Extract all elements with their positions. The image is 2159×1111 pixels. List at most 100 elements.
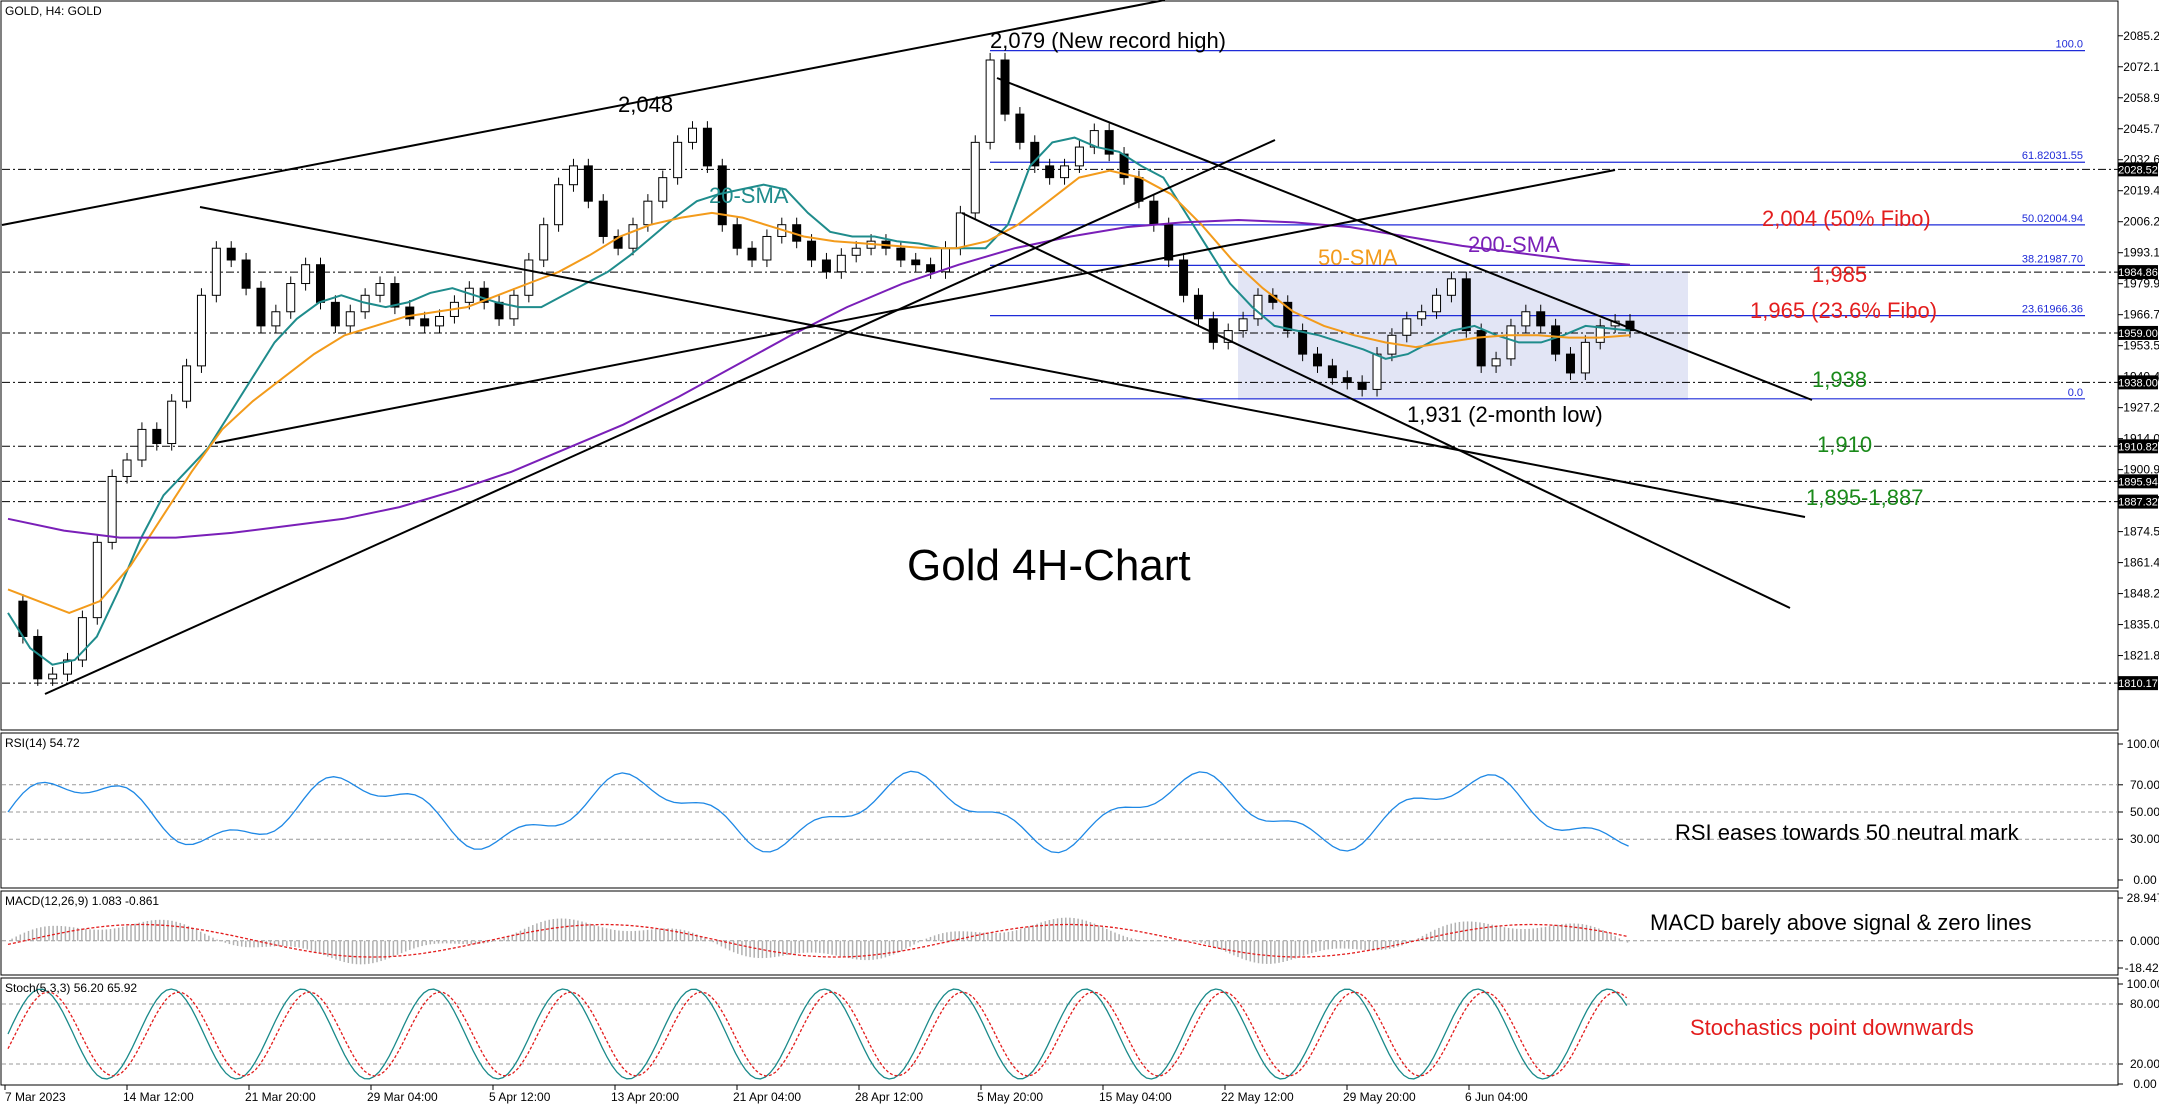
support-1938-label: 1,938 (1812, 367, 1867, 392)
candle-body (851, 247, 861, 256)
x-tick-label: 7 Mar 2023 (5, 1090, 66, 1104)
candle-body (1223, 330, 1233, 343)
chart-title: Gold 4H-Chart (907, 541, 1191, 590)
candle-body (926, 264, 936, 273)
candle-body (1164, 224, 1174, 261)
fib-level-label: 38.21987.70 (2022, 253, 2083, 265)
x-tick-label: 22 May 12:00 (1221, 1090, 1294, 1104)
rsi-tick-label: 50.00 (2130, 805, 2159, 819)
candle-body (256, 287, 266, 327)
price-level-tag-label: 1895.94 (2118, 476, 2158, 488)
candle-body (1432, 294, 1442, 313)
falling-resistance-line (199, 206, 1806, 518)
x-tick-label: 15 May 04:00 (1099, 1090, 1172, 1104)
stoch-k-line (7, 988, 1628, 1080)
macd-tick-label: -18.423 (2125, 961, 2159, 975)
resistance-1985-label: 1,985 (1812, 262, 1867, 287)
channel-top-line (996, 77, 1813, 401)
sma200-label: 200-SMA (1468, 232, 1560, 257)
candle-body (137, 428, 147, 461)
y-tick-label: 1874.57 (2123, 525, 2159, 539)
y-tick-label: 1900.91 (2123, 463, 2159, 477)
candle-body (1238, 318, 1248, 332)
candle-body (539, 224, 549, 261)
fib-level-label: 50.02004.94 (2022, 213, 2083, 225)
price-level-tag (2118, 325, 2158, 340)
candle-body (1491, 358, 1501, 367)
x-tick-label: 6 Jun 04:00 (1465, 1090, 1528, 1104)
x-tick-label: 29 Mar 04:00 (367, 1090, 438, 1104)
stoch-header: Stoch(5,3,3) 56.20 65.92 (5, 981, 137, 995)
main-panel-frame (0, 0, 2119, 731)
candle-body (1521, 311, 1531, 327)
candle-body (1565, 353, 1575, 374)
y-tick-label: 2085.29 (2123, 29, 2159, 43)
fib-level-label: 100.0 (2055, 39, 2083, 51)
candle-body (658, 177, 668, 202)
candle-body (1551, 325, 1561, 355)
price-level-tag (2118, 494, 2158, 509)
series-50-sma (7, 169, 1631, 614)
x-tick-label: 13 Apr 20:00 (611, 1090, 679, 1104)
stoch-tick-label: 80.00 (2130, 997, 2159, 1011)
record-high-label: 2,079 (New record high) (990, 28, 1226, 53)
candle-body (1074, 146, 1084, 167)
series-20-sma (7, 136, 1631, 666)
candle-body (1149, 200, 1159, 226)
candle-body (911, 259, 921, 266)
candle-body (955, 212, 965, 249)
rsi-tick-label: 0.00 (2133, 873, 2157, 887)
candle-body (1253, 294, 1263, 320)
two-month-low-label: 1,931 (2-month low) (1407, 402, 1603, 427)
x-tick-label: 5 May 20:00 (977, 1090, 1043, 1104)
candle-body (1327, 365, 1337, 379)
candle-body (1193, 294, 1203, 320)
candle-body (1298, 330, 1308, 355)
candle-body (479, 287, 489, 303)
stoch-tick-label: 100.00 (2127, 977, 2159, 991)
candle-body (762, 235, 772, 261)
channel-bottom-line (961, 212, 1791, 609)
price-level-tag-label: 2028.52 (2118, 164, 2158, 176)
rsi-tick-label: 100.00 (2127, 737, 2159, 751)
price-level-tag (2118, 474, 2158, 489)
candle-body (107, 475, 117, 543)
candle-body (241, 259, 251, 289)
candle-body (1536, 311, 1546, 327)
macd-header: MACD(12,26,9) 1.083 -0.861 (5, 894, 159, 908)
fib-level-label: 23.61966.36 (2022, 304, 2083, 316)
x-tick-label: 5 Apr 12:00 (489, 1090, 551, 1104)
candle-body (1313, 353, 1323, 367)
candle-body (554, 184, 564, 226)
y-tick-label: 1966.76 (2123, 308, 2159, 322)
candle-body (1417, 311, 1427, 320)
candle-body (167, 400, 177, 445)
price-level-tag (2118, 375, 2158, 390)
price-level-tag (2118, 439, 2158, 454)
candle-body (182, 365, 192, 402)
fib-level-label: 0.0 (2068, 387, 2083, 399)
stoch-note: Stochastics point downwards (1690, 1015, 1974, 1040)
fibo236-label: 1,965 (23.6% Fibo) (1750, 298, 1937, 323)
candle-body (1060, 165, 1070, 179)
sma20-label: 20-SMA (709, 183, 789, 208)
candle-body (613, 235, 623, 249)
macd-signal-line (7, 923, 1628, 958)
candle-body (390, 283, 400, 308)
y-tick-label: 2006.27 (2123, 215, 2159, 229)
fib-level-label: 61.82031.55 (2022, 150, 2083, 162)
macd-tick-label: 28.947 (2127, 891, 2159, 905)
trendlines (1, 0, 1813, 695)
y-tick-label: 2045.78 (2123, 122, 2159, 136)
candle-body (985, 59, 995, 143)
candle-body (1446, 278, 1456, 296)
series-200-sma (7, 218, 1631, 539)
candle-body (1000, 59, 1010, 115)
candle-body (896, 247, 906, 261)
candle-body (1104, 130, 1114, 155)
candle-body (688, 127, 698, 143)
candle-body (286, 283, 296, 313)
candle-body (1283, 301, 1293, 332)
rsi-note: RSI eases towards 50 neutral mark (1675, 820, 2020, 845)
